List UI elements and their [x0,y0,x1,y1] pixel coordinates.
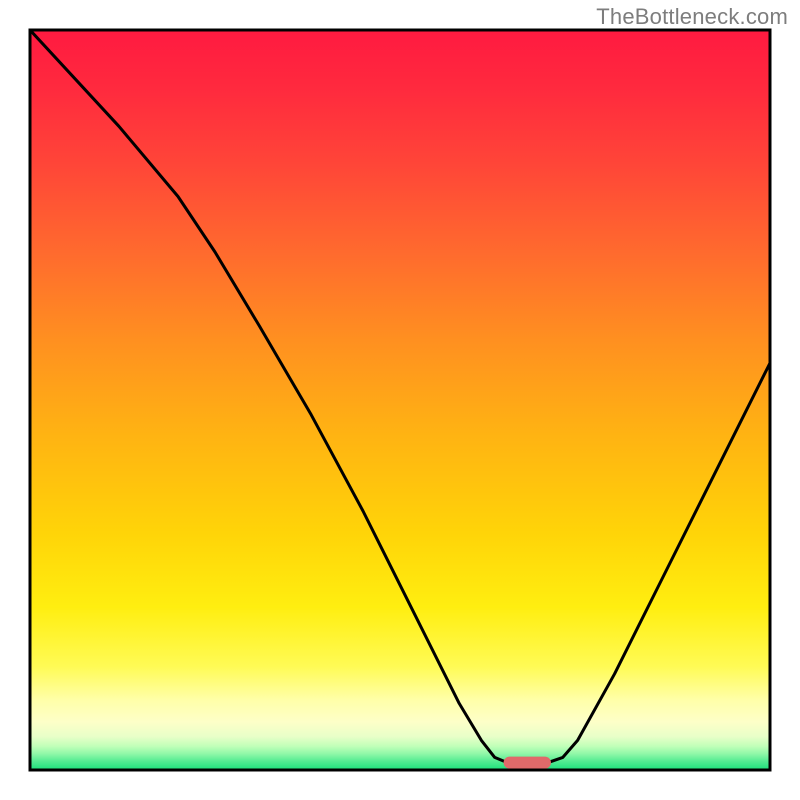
bottleneck-chart [0,0,800,800]
watermark-label: TheBottleneck.com [596,4,788,30]
gradient-background [30,30,770,770]
chart-frame: TheBottleneck.com [0,0,800,800]
optimal-marker [504,757,551,769]
